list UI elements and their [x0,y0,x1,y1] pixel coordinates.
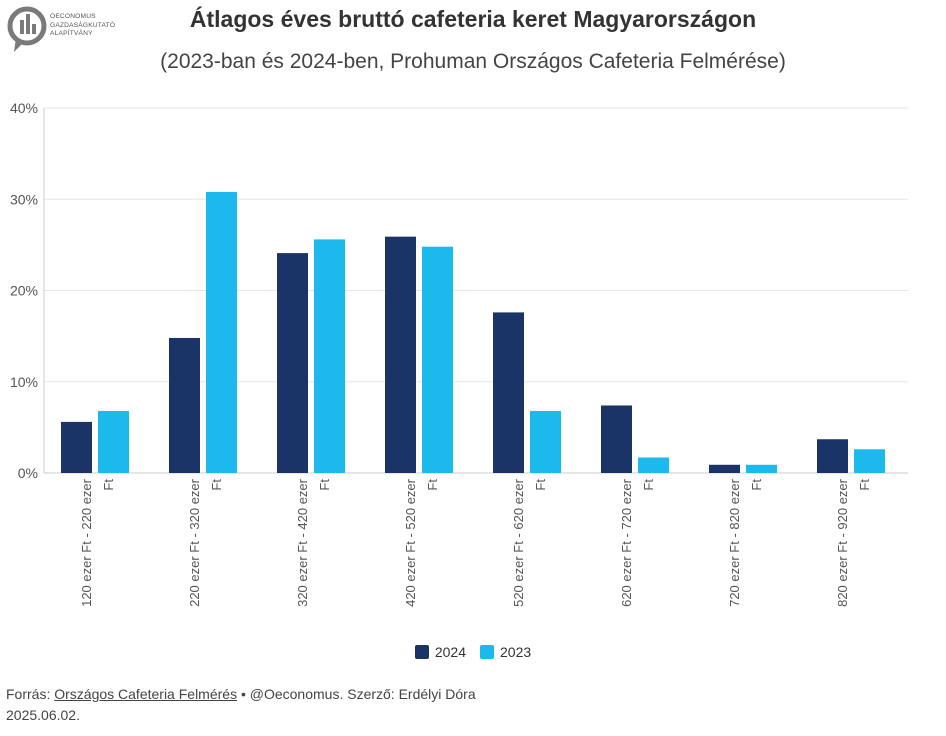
bar-2023-5 [530,410,561,473]
bar-2024-5 [493,312,524,473]
oeconomus-logo: OECONOMUS GAZDASÁGKUTATÓ ALAPÍTVÁNY [6,4,116,60]
bar-2023-7 [746,464,777,473]
legend-item-2023[interactable]: 2023 [480,644,531,660]
legend-label-2023: 2023 [500,644,532,660]
y-tick-label: 20% [10,283,38,299]
x-tick-label: 220 ezer Ft - 320 ezer Ft [187,478,224,607]
x-tick-label: 820 ezer Ft - 920 ezer Ft [835,478,872,607]
bar-2023-2 [206,191,237,473]
footer-suffix: • @Oeconomus. Szerző: Erdélyi Dóra [237,686,476,702]
legend-label-2024: 2024 [434,644,466,660]
x-tick-label: 120 ezer Ft - 220 ezer Ft [79,478,116,607]
logo-mark-icon [7,6,47,52]
bar-2023-4 [422,246,453,473]
footer: Forrás: Országos Cafeteria Felmérés • @O… [6,684,476,726]
bar-2023-1 [98,410,129,473]
bar-chart: 0% 10% 20% 30% 40% 120 ezer Ft - 220 ezer Ft 22… [10,100,908,607]
legend-swatch-2024 [414,645,429,659]
footer-prefix: Forrás: [6,686,55,702]
y-tick-label: 30% [10,191,38,207]
bar-2023-6 [638,457,669,473]
footer-date: 2025.06.02. [6,707,80,723]
bar-2023-8 [854,449,885,473]
chart-subtitle: (2023-ban és 2024-ben, Prohuman Országos… [160,50,786,73]
x-tick-label: 520 ezer Ft - 620 ezer Ft [511,478,548,607]
legend-swatch-2023 [480,645,494,659]
y-tick-label: 10% [10,374,38,390]
legend[interactable]: 2024 2023 [0,644,946,660]
bar-2024-6 [601,405,632,473]
footer-source-line: Forrás: Országos Cafeteria Felmérés • @O… [6,684,476,705]
y-tick-label: 0% [18,465,38,481]
x-tick-label: 320 ezer Ft - 420 ezer Ft [295,478,332,607]
logo-text: OECONOMUS GAZDASÁGKUTATÓ ALAPÍTVÁNY [50,13,116,38]
x-tick-label: 420 ezer Ft - 520 ezer Ft [403,478,440,607]
y-tick-label: 40% [10,100,38,116]
bar-2024-2 [169,337,200,473]
bar-2023-3 [314,239,345,473]
bar-2024-7 [709,464,740,473]
x-tick-label: 620 ezer Ft - 720 ezer Ft [619,478,656,607]
chart-title: Átlagos éves bruttó cafeteria keret Magy… [189,6,757,32]
legend-item-2024[interactable]: 2024 [414,644,466,660]
bar-2024-4 [385,236,416,473]
bar-2024-1 [61,421,92,473]
bar-2024-8 [817,439,848,473]
source-link[interactable]: Országos Cafeteria Felmérés [54,686,238,702]
x-tick-label: 720 ezer Ft - 820 ezer Ft [727,478,764,607]
bar-2024-3 [277,253,308,473]
